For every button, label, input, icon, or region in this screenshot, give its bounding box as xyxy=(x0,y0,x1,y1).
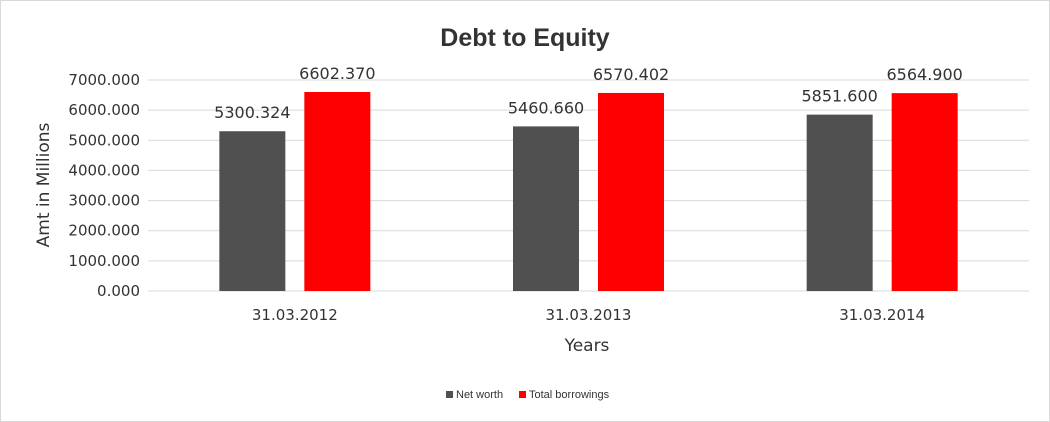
y-tick-label: 2000.000 xyxy=(68,222,140,240)
chart-title: Debt to Equity xyxy=(440,24,610,52)
bar-total-borrowings xyxy=(598,92,664,291)
y-tick-label: 0.000 xyxy=(97,282,140,300)
bar-total-borrowings xyxy=(891,93,958,291)
y-tick-label: 6000.000 xyxy=(68,101,140,119)
x-tick-label: 31.03.2013 xyxy=(546,306,632,324)
x-tick-label: 31.03.2012 xyxy=(252,306,338,324)
legend: Net worth Total borrowings xyxy=(446,389,610,401)
y-tick-label: 5000.000 xyxy=(68,131,140,149)
x-tick-label: 31.03.2014 xyxy=(839,306,925,324)
y-axis-ticks: 0.000 1000.000 2000.000 3000.000 4000.000 500… xyxy=(68,71,140,300)
data-label: 5851.600 xyxy=(801,87,877,106)
data-label: 6602.370 xyxy=(299,64,375,83)
data-label: 6564.900 xyxy=(886,65,962,84)
bar-total-borrowings xyxy=(304,91,371,291)
data-label: 6570.402 xyxy=(593,65,669,84)
bar-net-worth xyxy=(513,126,579,291)
legend-label: Net worth xyxy=(456,389,503,401)
y-tick-label: 1000.000 xyxy=(68,252,140,270)
data-labels: 5300.324 6602.370 5460.660 6570.402 5851.600… xyxy=(214,64,963,122)
bar-net-worth xyxy=(219,131,286,291)
data-label: 5300.324 xyxy=(214,103,290,122)
y-tick-label: 3000.000 xyxy=(68,192,140,210)
y-tick-label: 4000.000 xyxy=(68,161,140,179)
y-axis-label: Amt in Millions xyxy=(34,122,54,247)
gridlines xyxy=(148,79,1029,292)
x-axis-ticks: 31.03.2012 31.03.2013 31.03.2014 xyxy=(252,306,925,324)
y-tick-label: 7000.000 xyxy=(68,71,140,89)
x-axis-label: Years xyxy=(564,336,610,356)
legend-swatch xyxy=(519,391,526,398)
bars xyxy=(219,91,958,291)
bar-net-worth xyxy=(806,114,873,291)
legend-label: Total borrowings xyxy=(529,389,610,401)
legend-swatch xyxy=(446,391,453,398)
data-label: 5460.660 xyxy=(508,98,584,117)
